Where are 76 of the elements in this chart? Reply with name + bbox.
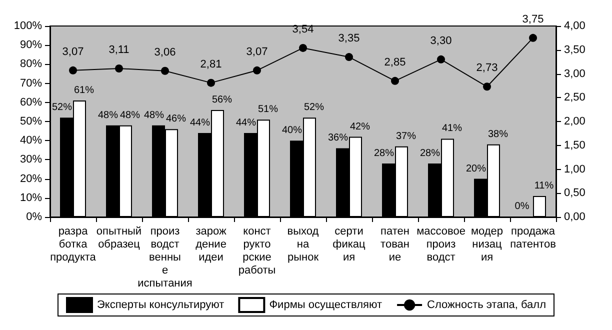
data-label: 37%	[396, 130, 416, 142]
point	[391, 76, 399, 85]
data-label: 2,81	[200, 58, 222, 70]
y-tick-label: 100%	[14, 20, 42, 32]
x-tick-label: конструкторские работы	[238, 226, 276, 276]
data-label: 20%	[466, 163, 486, 174]
x-tick-label: модернизация	[470, 226, 504, 264]
data-label: 52%	[304, 102, 324, 114]
x-tick-label: продажа патентов	[510, 226, 556, 250]
y2-tick-label: 2,00	[564, 116, 586, 128]
data-label: 48%	[120, 110, 140, 121]
x-tick-label: опытный образец	[96, 226, 142, 250]
y-tick-label: 30%	[20, 154, 42, 166]
y2-tick-label: 0,00	[564, 211, 586, 223]
point	[69, 66, 77, 74]
y2-tick-label: 2,50	[564, 92, 586, 104]
data-label: 51%	[258, 104, 278, 116]
point	[161, 66, 169, 75]
data-label: 36%	[328, 132, 348, 144]
point	[253, 66, 261, 74]
data-label: 61%	[74, 84, 94, 96]
x-tick-label: разработка продукта	[50, 226, 97, 264]
data-label: 48%	[98, 110, 118, 121]
y2-tick-label: 0,50	[564, 187, 586, 200]
y-tick-label: 20%	[20, 172, 42, 185]
y-tick-label: 50%	[20, 116, 42, 128]
x-tick-label: выход на рынок	[287, 226, 320, 264]
x-tick-label: патентование	[380, 226, 410, 264]
data-label: 3,11	[108, 44, 130, 56]
data-label: 11%	[534, 180, 554, 192]
y2-tick-label: 3,50	[564, 44, 586, 56]
data-label: 28%	[374, 148, 394, 160]
point	[345, 53, 353, 62]
y-tick-label: 80%	[20, 58, 42, 70]
y2-tick-label: 3,00	[564, 68, 586, 80]
point	[299, 44, 307, 52]
data-label: 44%	[190, 117, 210, 128]
data-label: 3,07	[246, 46, 268, 58]
y2-tick-label: 1,50	[564, 139, 586, 152]
y-tick-label: 90%	[20, 39, 42, 52]
legend-label: Сложность этапа, балл	[427, 299, 546, 311]
data-label: 46%	[166, 114, 186, 125]
data-label: 3,30	[430, 34, 452, 47]
point	[437, 55, 445, 64]
y-tick-label: 60%	[20, 96, 42, 108]
data-label: 48%	[144, 110, 164, 121]
data-label: 44%	[236, 117, 256, 128]
y-tick-label: 10%	[20, 192, 42, 204]
data-label: 3,35	[338, 32, 360, 45]
legend-label: Эксперты консультируют	[97, 299, 224, 311]
data-label: 2,73	[476, 62, 498, 74]
legend-label: Фирмы осуществляют	[269, 299, 382, 311]
data-label: 0%	[514, 201, 530, 212]
data-label: 3,75	[522, 13, 544, 26]
y-tick-label: 70%	[20, 77, 42, 90]
x-tick-label: зарождение идеи	[196, 226, 227, 264]
y2-tick-label: 4,00	[564, 20, 586, 32]
data-label: 52%	[52, 102, 72, 114]
data-label: 3,06	[154, 46, 176, 58]
data-label: 3,07	[62, 46, 84, 58]
data-label: 56%	[212, 94, 232, 106]
data-label: 42%	[350, 121, 370, 132]
y-tick-label: 0%	[26, 211, 42, 223]
data-label: 38%	[488, 128, 508, 140]
data-label: 41%	[442, 123, 462, 134]
y2-tick-label: 1,00	[564, 163, 586, 176]
point	[115, 64, 123, 72]
point	[483, 82, 491, 91]
point	[207, 78, 215, 87]
x-tick-label: сертификация	[332, 226, 366, 264]
data-label: 40%	[282, 125, 302, 136]
data-label: 28%	[420, 148, 440, 160]
y-tick-label: 40%	[20, 134, 42, 147]
point	[529, 34, 537, 42]
data-label: 2,85	[384, 56, 406, 68]
x-tick-label: массовое производст	[416, 226, 466, 264]
